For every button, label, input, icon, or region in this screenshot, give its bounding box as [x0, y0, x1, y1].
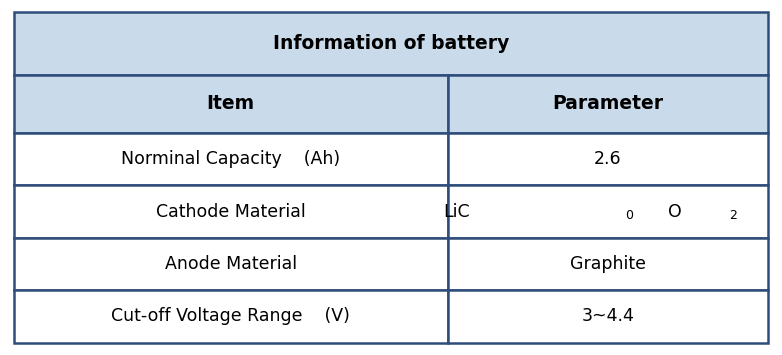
Bar: [447, 290, 768, 343]
Bar: [447, 75, 768, 133]
Bar: [447, 238, 768, 290]
Text: Anode Material: Anode Material: [165, 255, 297, 273]
Text: 2: 2: [729, 209, 737, 223]
Text: Cathode Material: Cathode Material: [156, 203, 306, 221]
Text: Graphite: Graphite: [570, 255, 646, 273]
Bar: [14, 75, 447, 133]
Text: 3~4.4: 3~4.4: [581, 307, 634, 326]
Text: 2.6: 2.6: [594, 150, 622, 168]
Text: Information of battery: Information of battery: [273, 34, 509, 53]
Bar: [447, 133, 768, 185]
Text: Cut-off Voltage Range    (V): Cut-off Voltage Range (V): [111, 307, 350, 326]
Text: Item: Item: [206, 94, 255, 113]
Bar: [14, 12, 768, 75]
Text: 0: 0: [625, 209, 633, 223]
Text: Norminal Capacity    (Ah): Norminal Capacity (Ah): [121, 150, 340, 168]
Text: O: O: [669, 203, 682, 221]
Bar: [447, 185, 768, 238]
Bar: [14, 238, 447, 290]
Bar: [14, 185, 447, 238]
Text: LiC: LiC: [443, 203, 469, 221]
Bar: [14, 290, 447, 343]
Text: Parameter: Parameter: [552, 94, 663, 113]
Bar: [14, 133, 447, 185]
